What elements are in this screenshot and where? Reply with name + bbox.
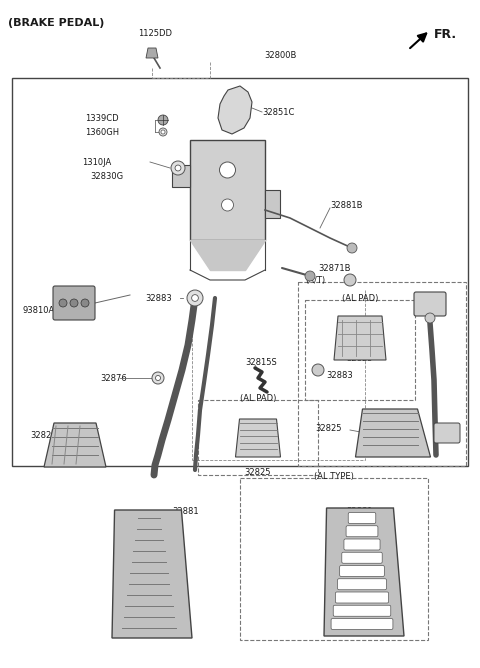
- Polygon shape: [112, 510, 192, 638]
- Circle shape: [70, 299, 78, 307]
- FancyBboxPatch shape: [434, 423, 460, 443]
- Text: 32871B: 32871B: [318, 263, 350, 273]
- Circle shape: [59, 299, 67, 307]
- Text: 32881B: 32881B: [330, 200, 362, 210]
- Circle shape: [161, 130, 165, 134]
- Text: 32881: 32881: [173, 508, 199, 516]
- Text: 32883: 32883: [326, 371, 353, 379]
- FancyBboxPatch shape: [344, 539, 380, 550]
- Circle shape: [219, 162, 236, 178]
- Circle shape: [425, 313, 435, 323]
- Text: 32800B: 32800B: [264, 51, 296, 59]
- FancyBboxPatch shape: [190, 140, 265, 240]
- FancyBboxPatch shape: [337, 578, 386, 590]
- Polygon shape: [146, 48, 158, 58]
- Text: 32825: 32825: [245, 468, 271, 476]
- Bar: [265, 190, 280, 218]
- Text: 32881: 32881: [347, 508, 373, 516]
- Circle shape: [305, 271, 315, 281]
- FancyBboxPatch shape: [336, 592, 389, 603]
- Circle shape: [158, 115, 168, 125]
- Text: 32825: 32825: [315, 424, 341, 432]
- Text: 32815S: 32815S: [245, 357, 277, 367]
- FancyBboxPatch shape: [340, 566, 384, 576]
- Text: 32830G: 32830G: [90, 172, 123, 180]
- Text: 32825: 32825: [30, 430, 57, 440]
- Text: (AL PAD): (AL PAD): [342, 294, 378, 303]
- Text: (AL PAD): (AL PAD): [240, 394, 276, 403]
- FancyBboxPatch shape: [333, 605, 391, 617]
- Circle shape: [344, 274, 356, 286]
- Text: (A/T): (A/T): [305, 276, 325, 285]
- Polygon shape: [44, 423, 106, 467]
- FancyBboxPatch shape: [348, 512, 376, 524]
- FancyBboxPatch shape: [414, 292, 446, 316]
- Polygon shape: [324, 508, 404, 636]
- Text: 32883: 32883: [145, 293, 172, 303]
- Bar: [198, 400, 318, 475]
- Text: 32876: 32876: [100, 373, 127, 383]
- Text: (AL TYPE): (AL TYPE): [314, 472, 354, 481]
- Circle shape: [192, 295, 198, 301]
- Circle shape: [221, 199, 233, 211]
- FancyBboxPatch shape: [346, 526, 378, 537]
- Text: 32851C: 32851C: [262, 108, 294, 116]
- Text: 93810A: 93810A: [22, 305, 54, 315]
- Bar: [172, 165, 190, 187]
- Bar: [305, 300, 415, 400]
- Text: 1310JA: 1310JA: [82, 158, 111, 166]
- FancyBboxPatch shape: [342, 552, 382, 563]
- Text: (BRAKE PEDAL): (BRAKE PEDAL): [8, 18, 104, 28]
- FancyArrowPatch shape: [410, 33, 426, 48]
- FancyBboxPatch shape: [53, 286, 95, 320]
- Circle shape: [152, 372, 164, 384]
- Circle shape: [175, 165, 181, 171]
- Circle shape: [81, 299, 89, 307]
- Circle shape: [312, 364, 324, 376]
- Text: 1125DD: 1125DD: [138, 29, 172, 37]
- Polygon shape: [356, 409, 431, 457]
- Bar: [240, 478, 428, 640]
- Bar: [12, 78, 468, 466]
- Circle shape: [187, 290, 203, 306]
- Circle shape: [171, 161, 185, 175]
- Text: 1339CD: 1339CD: [85, 114, 119, 122]
- Polygon shape: [236, 419, 280, 457]
- Text: 32825: 32825: [347, 353, 373, 363]
- Text: FR.: FR.: [434, 27, 457, 41]
- Circle shape: [156, 375, 160, 381]
- Circle shape: [159, 128, 167, 136]
- FancyBboxPatch shape: [331, 619, 393, 629]
- Polygon shape: [334, 316, 386, 360]
- Circle shape: [347, 243, 357, 253]
- Bar: [298, 282, 466, 466]
- Text: 1360GH: 1360GH: [85, 128, 119, 136]
- Polygon shape: [218, 86, 252, 134]
